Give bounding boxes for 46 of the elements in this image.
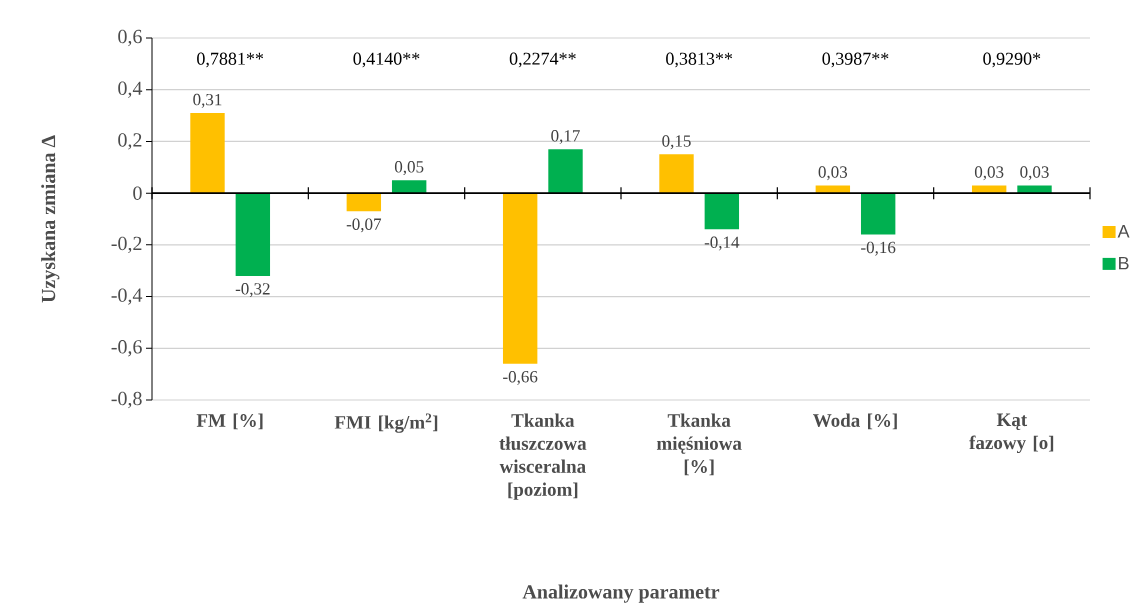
data-label: -0,07 (346, 218, 382, 233)
bar (548, 149, 583, 194)
bar (659, 154, 694, 194)
annotation: 0,2274** (509, 52, 576, 68)
data-label: 0,03 (974, 166, 1004, 181)
x-tick-label: FM [%] (196, 413, 263, 430)
y-tick-label: 0 (133, 186, 142, 200)
y-tick-label: -0,8 (111, 391, 142, 409)
bar (502, 193, 538, 364)
y-tick-label: 0,4 (118, 81, 143, 98)
bar (391, 180, 427, 194)
y-tick-label: 0,2 (118, 133, 142, 150)
data-label: 0,15 (662, 135, 691, 150)
annotation: 0,4140** (353, 52, 420, 68)
bar (346, 193, 382, 212)
bar (190, 112, 225, 194)
bar (235, 193, 271, 276)
y-tick-label: -0,4 (111, 288, 143, 305)
data-label: -0,16 (861, 241, 896, 256)
annotation: 0,9290* (983, 52, 1041, 68)
bar (704, 193, 740, 230)
y-tick-label: -0,6 (111, 340, 142, 357)
data-label: 0,05 (394, 161, 424, 176)
data-label: 0,31 (193, 93, 222, 108)
y-tick-label: 0,6 (118, 29, 142, 47)
data-label: 0,03 (818, 166, 848, 181)
annotation: 0,3813** (666, 52, 733, 68)
legend-label: B (1119, 256, 1129, 270)
data-label: 0,03 (1020, 166, 1049, 181)
bar (1017, 185, 1052, 194)
data-label: 0,17 (551, 130, 580, 144)
y-tick-label: -0,2 (111, 236, 142, 254)
x-tick-label: Tkanka tłuszczowa wisceralna [poziom] (499, 413, 587, 500)
data-label: -0,66 (503, 371, 538, 385)
annotation: 0,7881** (197, 52, 264, 68)
data-label: -0,14 (704, 236, 740, 251)
x-tick-label: Tkanka mięśniowa [%] (656, 413, 742, 476)
y-axis-title: Uzyskana zmiana Δ (41, 135, 60, 303)
x-tick-label: FMI [kg/m$^{2}$] (334, 413, 438, 433)
legend-label: A (1117, 225, 1130, 238)
x-axis-title: Analizowany parametr (522, 584, 720, 603)
bar (860, 193, 896, 235)
annotation: 0,3987** (822, 52, 889, 68)
data-label: -0,32 (235, 283, 270, 298)
x-tick-label: Woda [%] (813, 413, 897, 430)
x-tick-label: Kąt fazowy [o] (969, 413, 1054, 454)
